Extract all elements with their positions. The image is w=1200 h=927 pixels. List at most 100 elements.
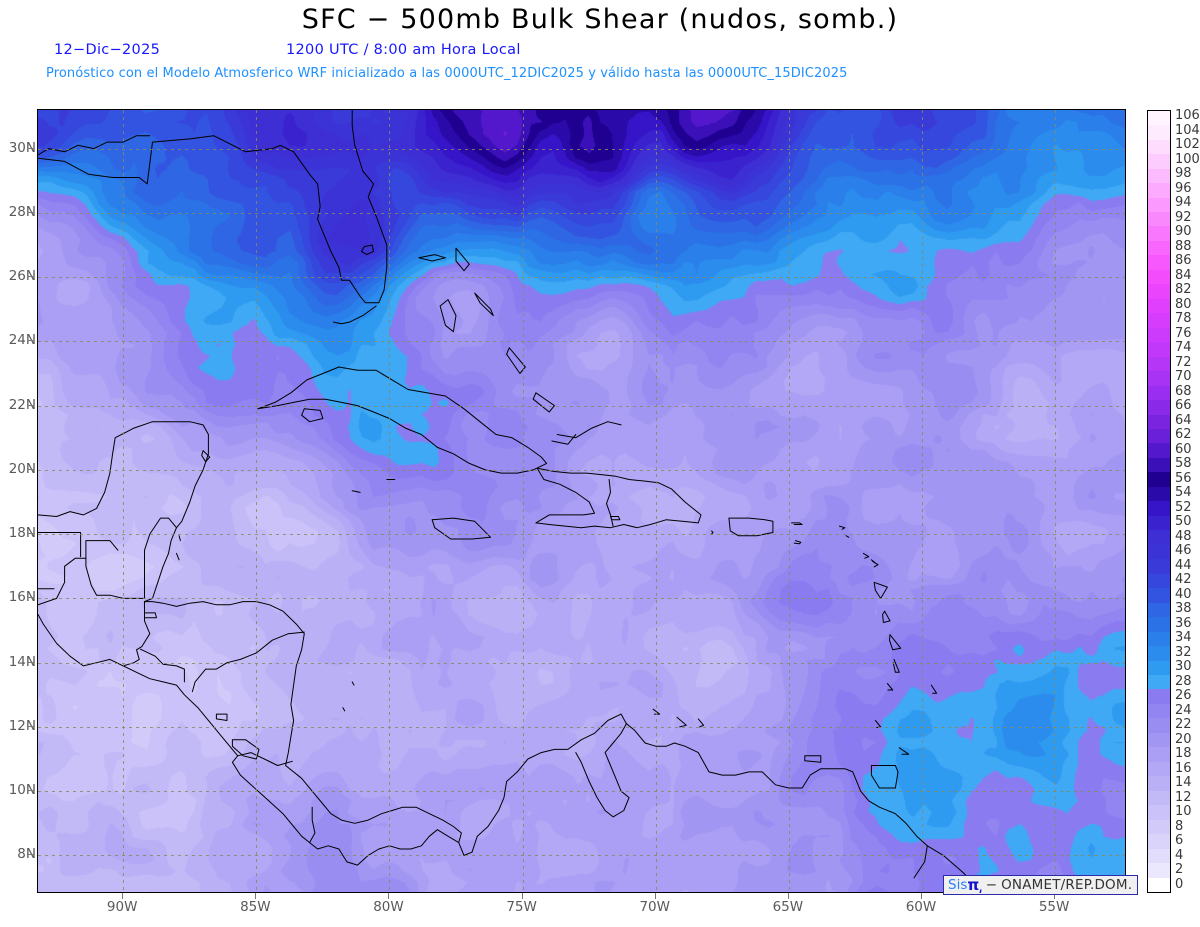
latitude-tick-mark	[28, 148, 34, 149]
colorbar-tick-label: 66	[1175, 398, 1192, 413]
coastline-path	[418, 254, 446, 262]
coastline-path	[122, 601, 151, 667]
coastline-path	[886, 683, 894, 691]
coastline-path	[301, 408, 324, 423]
colorbar-swatch	[1148, 371, 1170, 386]
latitude-tick-mark	[28, 662, 34, 663]
colorbar-swatch	[1148, 356, 1170, 372]
colorbar-swatch	[1148, 805, 1170, 820]
colorbar-swatch	[1148, 718, 1170, 733]
coastline-path	[889, 634, 902, 651]
coastline-path	[455, 247, 470, 272]
colorbar-tick-label: 10	[1175, 804, 1192, 819]
colorbar-swatch	[1148, 313, 1170, 328]
coastline-path	[535, 467, 702, 529]
coastline-path	[625, 723, 987, 892]
colorbar-tick-label: 56	[1175, 470, 1192, 486]
colorbar-swatch	[1148, 573, 1170, 589]
coastline-path	[652, 708, 661, 715]
coastline-path	[38, 421, 209, 599]
colorbar-tick-label: 22	[1175, 717, 1192, 732]
colorbar-swatch	[1148, 703, 1170, 719]
colorbar-tick-label: 74	[1175, 340, 1192, 355]
latitude-tick-label: 22N	[8, 396, 36, 413]
colorbar-swatch	[1148, 298, 1170, 314]
colorbar-swatch	[1148, 602, 1170, 618]
map-plot-area[interactable]	[37, 109, 1126, 893]
colorbar-swatch	[1148, 168, 1170, 184]
colorbar-swatch	[1148, 631, 1170, 647]
colorbar-tick-label: 92	[1175, 209, 1192, 225]
colorbar-tick-label: 0	[1175, 876, 1184, 892]
colorbar-swatch	[1148, 646, 1170, 661]
colorbar-tick-label: 88	[1175, 238, 1192, 254]
coastline-path	[676, 716, 687, 728]
longitude-tick-mark	[788, 893, 789, 899]
latitude-tick-label: 24N	[8, 332, 36, 349]
colorbar-tick-label: 48	[1175, 528, 1192, 544]
pi-symbol-icon: π͵	[967, 876, 982, 894]
longitude-tick-mark	[388, 893, 389, 899]
colorbar-swatch	[1148, 660, 1170, 675]
coastline-path	[697, 718, 705, 728]
colorbar-swatch	[1148, 732, 1170, 748]
coastline-path	[898, 747, 910, 755]
coastline-path	[333, 305, 377, 325]
colorbar-tick-label: 8	[1175, 818, 1184, 834]
latitude-tick-label: 28N	[8, 203, 36, 220]
coastline-path	[144, 612, 157, 619]
coastline-path	[728, 517, 774, 537]
latitude-tick-mark	[28, 405, 34, 406]
latitude-tick-mark	[28, 533, 34, 534]
latitude-tick-mark	[28, 276, 34, 277]
subtitle-row: 12−Dic−2025 1200 UTC / 8:00 am Hora Loca…	[0, 42, 1200, 62]
colorbar-swatch	[1148, 776, 1170, 791]
colorbar-swatch	[1148, 429, 1170, 444]
forecast-time: 1200 UTC / 8:00 am Hora Local	[286, 42, 521, 58]
colorbar-swatch	[1148, 863, 1170, 878]
colorbar-tick-label: 26	[1175, 688, 1192, 703]
coastline-path	[431, 517, 492, 540]
colorbar-swatch	[1148, 486, 1170, 502]
colorbar-tick-label: 28	[1175, 673, 1192, 689]
colorbar-swatch	[1148, 327, 1170, 343]
coastline-path	[872, 560, 879, 568]
longitude-tick-label: 75W	[506, 899, 537, 915]
colorbar-swatch	[1148, 530, 1170, 545]
colorbar-tick-label: 2	[1175, 862, 1184, 877]
coastline-path	[551, 434, 577, 445]
coastline-path	[870, 765, 899, 789]
colorbar-swatch	[1148, 544, 1170, 560]
coastline-path	[231, 739, 260, 760]
longitude-tick-label: 80W	[373, 899, 404, 915]
colorbar-tick-label: 30	[1175, 659, 1192, 674]
colorbar-tick-label: 4	[1175, 847, 1184, 863]
colorbar-swatch	[1148, 674, 1170, 690]
latitude-tick-label: 14N	[8, 653, 36, 670]
colorbar-swatch	[1148, 240, 1170, 256]
colorbar-tick-label: 106	[1175, 108, 1200, 123]
colorbar-swatch	[1148, 211, 1170, 227]
page-title: SFC − 500mb Bulk Shear (nudos, somb.)	[301, 4, 899, 35]
coastline-path	[38, 601, 462, 866]
colorbar-tick-labels: 0 2 4 6 8 10 12 14 16 18 20 22 24 26 28 30 32 34 36 38 40 42 4…	[1175, 104, 1200, 899]
colorbar[interactable]	[1147, 110, 1171, 893]
coastline-path	[215, 713, 228, 721]
colorbar-tick-label: 36	[1175, 615, 1192, 631]
colorbar-tick-label: 44	[1175, 557, 1192, 573]
colorbar-swatch	[1148, 197, 1170, 212]
colorbar-swatch	[1148, 790, 1170, 806]
coastline-path	[178, 535, 181, 542]
coastline-path	[144, 527, 177, 603]
coastline-path	[838, 525, 846, 530]
longitude-tick-label: 55W	[1038, 899, 1070, 915]
coastline-path	[892, 658, 900, 673]
longitude-tick-label: 90W	[106, 899, 138, 915]
colorbar-tick-label: 54	[1175, 485, 1192, 500]
colorbar-swatch	[1148, 342, 1170, 357]
colorbar-swatch	[1148, 457, 1170, 473]
coastline-path	[711, 530, 714, 535]
coastline-path	[804, 755, 822, 763]
colorbar-swatch	[1148, 183, 1170, 198]
coastline-path	[930, 684, 938, 694]
